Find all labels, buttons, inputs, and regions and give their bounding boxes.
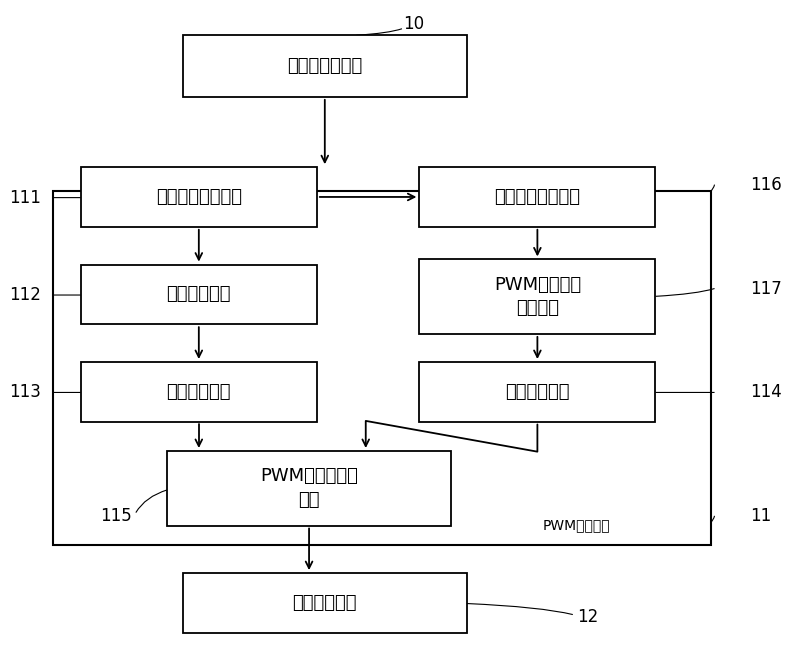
Text: 第一电压判断单元: 第一电压判断单元 (156, 188, 242, 206)
Text: PWM处理时间
调整单元: PWM处理时间 调整单元 (494, 276, 581, 318)
Bar (53, 191, 710, 545)
Bar (167, 451, 450, 525)
Text: 115: 115 (100, 507, 132, 525)
Bar (183, 35, 466, 97)
Text: 117: 117 (750, 280, 782, 297)
Bar (419, 362, 655, 422)
Text: 114: 114 (750, 383, 782, 402)
Text: 11: 11 (750, 507, 771, 525)
Text: 电池传感器模块: 电池传感器模块 (287, 57, 362, 75)
Text: PWM控制模块: PWM控制模块 (543, 519, 610, 533)
Text: 112: 112 (10, 286, 42, 304)
Text: PWM设定值调整
单元: PWM设定值调整 单元 (260, 468, 358, 509)
Bar (81, 362, 317, 422)
Text: 限流判断单元: 限流判断单元 (166, 383, 231, 401)
Bar (81, 167, 317, 227)
Text: 10: 10 (403, 14, 425, 33)
Text: 加速启动单元: 加速启动单元 (166, 286, 231, 303)
Bar (81, 265, 317, 324)
Text: 第二电压判断单元: 第二电压判断单元 (494, 188, 580, 206)
Text: 12: 12 (577, 607, 598, 626)
Bar (183, 573, 466, 633)
Text: 111: 111 (10, 189, 42, 206)
Bar (419, 167, 655, 227)
Text: 116: 116 (750, 176, 782, 194)
Bar (419, 259, 655, 334)
Text: 欠压判断单元: 欠压判断单元 (505, 383, 570, 401)
Text: 113: 113 (10, 383, 42, 402)
Text: 电机驱动模块: 电机驱动模块 (293, 594, 357, 612)
